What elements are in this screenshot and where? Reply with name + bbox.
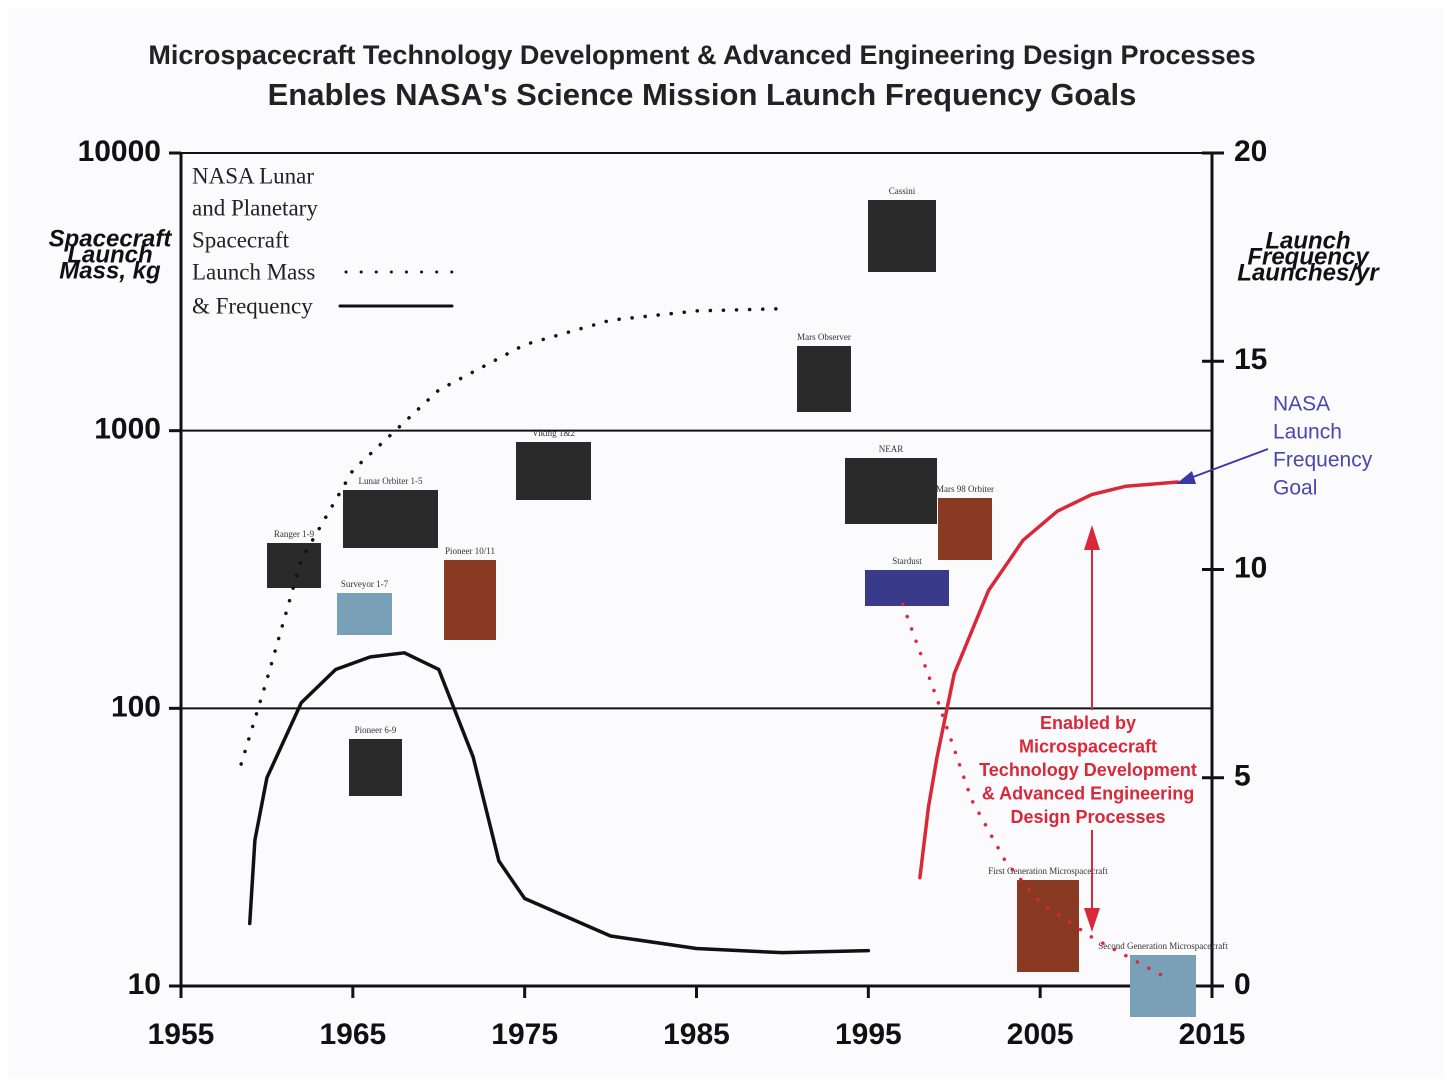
spacecraft-image xyxy=(444,560,496,640)
enabled-annotation: Enabled by xyxy=(1040,713,1136,733)
spacecraft-label: Mars Observer xyxy=(797,332,851,342)
y-tick-label: 100 xyxy=(111,690,161,723)
y2-axis-label: Launches/yr xyxy=(1237,259,1380,286)
x-tick-label: 1985 xyxy=(663,1018,730,1051)
spacecraft-image xyxy=(337,593,392,635)
spacecraft-label: Second Generation Microspacecraft xyxy=(1098,941,1228,951)
chart-title: Microspacecraft Technology Development &… xyxy=(148,40,1255,70)
enabled-annotation: & Advanced Engineering xyxy=(982,783,1194,803)
chart-subtitle: Enables NASA's Science Mission Launch Fr… xyxy=(268,77,1137,112)
spacecraft-label: First Generation Microspacecraft xyxy=(988,866,1108,876)
spacecraft-label: Mars 98 Orbiter xyxy=(936,484,994,494)
legend-title: Spacecraft xyxy=(192,227,290,252)
y2-axis-label: Launch xyxy=(1265,227,1350,254)
spacecraft-image xyxy=(1130,955,1196,1017)
goal-arrowhead xyxy=(1176,471,1196,484)
series-line xyxy=(247,651,871,955)
y2-tick-label: 0 xyxy=(1234,968,1251,1001)
y2-axis-label: Frequency xyxy=(1247,243,1370,270)
spacecraft-label: Ranger 1-9 xyxy=(274,529,315,539)
spacecraft-label: Cassini xyxy=(889,186,916,196)
goal-annotation: NASA xyxy=(1273,393,1330,416)
legend-title: and Planetary xyxy=(192,195,318,220)
arrowhead xyxy=(1084,908,1100,932)
spacecraft-image xyxy=(343,490,438,548)
x-tick-label: 1965 xyxy=(319,1018,386,1051)
x-tick-label: 1955 xyxy=(148,1018,215,1051)
page xyxy=(8,8,1444,1078)
spacecraft-image xyxy=(349,739,402,796)
spacecraft-image xyxy=(938,498,992,560)
y-tick-label: 10 xyxy=(128,968,161,1001)
x-tick-label: 1975 xyxy=(491,1018,558,1051)
x-tick-label: 1995 xyxy=(835,1018,902,1051)
spacecraft-image xyxy=(865,570,949,606)
legend-label: Launch Mass xyxy=(192,259,315,284)
y-axis-label: Spacecraft xyxy=(49,225,173,252)
enabled-annotation: Technology Development xyxy=(979,760,1197,780)
spacecraft-label: Pioneer 10/11 xyxy=(445,546,495,556)
legend-label: & Frequency xyxy=(192,293,313,318)
spacecraft-image xyxy=(797,346,851,412)
spacecraft-image xyxy=(845,458,937,524)
series-line xyxy=(918,480,1180,880)
x-tick-label: 2015 xyxy=(1179,1018,1246,1051)
x-tick-label: 2005 xyxy=(1007,1018,1074,1051)
spacecraft-label: Stardust xyxy=(892,556,922,566)
spacecraft-image xyxy=(1017,880,1079,972)
goal-arrow xyxy=(1184,448,1269,481)
y2-tick-label: 5 xyxy=(1234,760,1251,793)
spacecraft-label: Pioneer 6-9 xyxy=(355,725,397,735)
spacecraft-image xyxy=(516,442,591,500)
spacecraft-image xyxy=(868,200,936,272)
spacecraft-label: NEAR xyxy=(879,444,904,454)
series-line xyxy=(900,602,1163,977)
y-axis-label: Launch xyxy=(67,241,152,268)
spacecraft-image xyxy=(267,543,321,588)
spacecraft-label: Lunar Orbiter 1-5 xyxy=(359,476,423,486)
spacecraft-label: Viking 1&2 xyxy=(532,428,575,438)
spacecraft-label: Surveyor 1-7 xyxy=(341,579,389,589)
y2-tick-label: 10 xyxy=(1234,551,1267,584)
y-tick-label: 1000 xyxy=(94,413,161,446)
series-line xyxy=(239,306,785,766)
y-axis-label: Mass, kg xyxy=(59,257,161,284)
arrowhead xyxy=(1084,525,1100,550)
enabled-annotation: Design Processes xyxy=(1010,807,1165,827)
y2-tick-label: 15 xyxy=(1234,343,1267,376)
enabled-annotation: Microspacecraft xyxy=(1019,736,1157,756)
legend-title: NASA Lunar xyxy=(192,163,314,188)
goal-annotation: Goal xyxy=(1273,477,1317,500)
goal-annotation: Launch xyxy=(1273,421,1342,444)
y2-tick-label: 20 xyxy=(1234,135,1267,168)
y-tick-label: 10000 xyxy=(78,135,161,168)
goal-annotation: Frequency xyxy=(1273,449,1373,472)
